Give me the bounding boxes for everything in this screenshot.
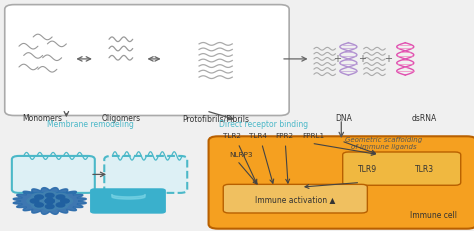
- Circle shape: [31, 201, 46, 209]
- Text: Geometric scaffolding
of immune ligands: Geometric scaffolding of immune ligands: [346, 137, 422, 150]
- Text: TLR4: TLR4: [249, 133, 267, 139]
- Circle shape: [42, 197, 57, 205]
- Circle shape: [31, 193, 46, 201]
- Circle shape: [46, 199, 54, 203]
- Text: DNA: DNA: [335, 115, 352, 123]
- Circle shape: [42, 203, 57, 210]
- Circle shape: [57, 197, 73, 205]
- Text: Immune activation ▲: Immune activation ▲: [255, 195, 336, 204]
- Text: FPRL1: FPRL1: [302, 133, 324, 139]
- Circle shape: [42, 192, 57, 199]
- Text: +: +: [333, 54, 340, 64]
- Text: Monomers: Monomers: [23, 115, 63, 123]
- Circle shape: [56, 195, 65, 199]
- Circle shape: [42, 197, 57, 205]
- Text: Direct receptor binding: Direct receptor binding: [219, 120, 308, 129]
- Circle shape: [46, 199, 54, 203]
- Circle shape: [42, 197, 57, 205]
- Circle shape: [46, 199, 54, 203]
- Circle shape: [35, 195, 43, 199]
- Circle shape: [42, 197, 57, 205]
- Circle shape: [46, 199, 54, 203]
- Text: TLR3: TLR3: [415, 165, 434, 174]
- Circle shape: [53, 201, 68, 209]
- Circle shape: [46, 199, 54, 203]
- Circle shape: [46, 193, 54, 198]
- FancyBboxPatch shape: [12, 156, 95, 193]
- Circle shape: [46, 199, 54, 203]
- FancyBboxPatch shape: [223, 184, 367, 213]
- Text: Membrane remodeling: Membrane remodeling: [46, 120, 134, 129]
- FancyBboxPatch shape: [343, 152, 461, 185]
- Circle shape: [42, 197, 57, 205]
- Text: TLR2: TLR2: [223, 133, 241, 139]
- Circle shape: [42, 197, 57, 205]
- Polygon shape: [13, 188, 86, 214]
- Circle shape: [42, 197, 57, 205]
- Circle shape: [46, 199, 54, 203]
- Text: FPR2: FPR2: [275, 133, 293, 139]
- Text: Immune cell: Immune cell: [410, 212, 457, 220]
- FancyBboxPatch shape: [90, 188, 166, 214]
- Text: dsRNA: dsRNA: [411, 115, 437, 123]
- Circle shape: [46, 199, 54, 203]
- Circle shape: [30, 199, 39, 203]
- Circle shape: [46, 204, 54, 209]
- Circle shape: [35, 203, 43, 207]
- Circle shape: [42, 197, 57, 205]
- Circle shape: [53, 193, 68, 201]
- Text: Protofibrils/Fibrils: Protofibrils/Fibrils: [182, 115, 249, 123]
- Text: Oligomers: Oligomers: [101, 115, 140, 123]
- Text: TLR9: TLR9: [358, 165, 377, 174]
- Text: +: +: [384, 54, 392, 64]
- Text: NLRP3: NLRP3: [229, 152, 253, 158]
- Circle shape: [61, 199, 69, 203]
- FancyBboxPatch shape: [104, 156, 187, 193]
- FancyBboxPatch shape: [209, 136, 474, 229]
- FancyBboxPatch shape: [5, 5, 289, 116]
- Circle shape: [56, 203, 65, 207]
- Text: +: +: [358, 54, 365, 64]
- Circle shape: [27, 197, 42, 205]
